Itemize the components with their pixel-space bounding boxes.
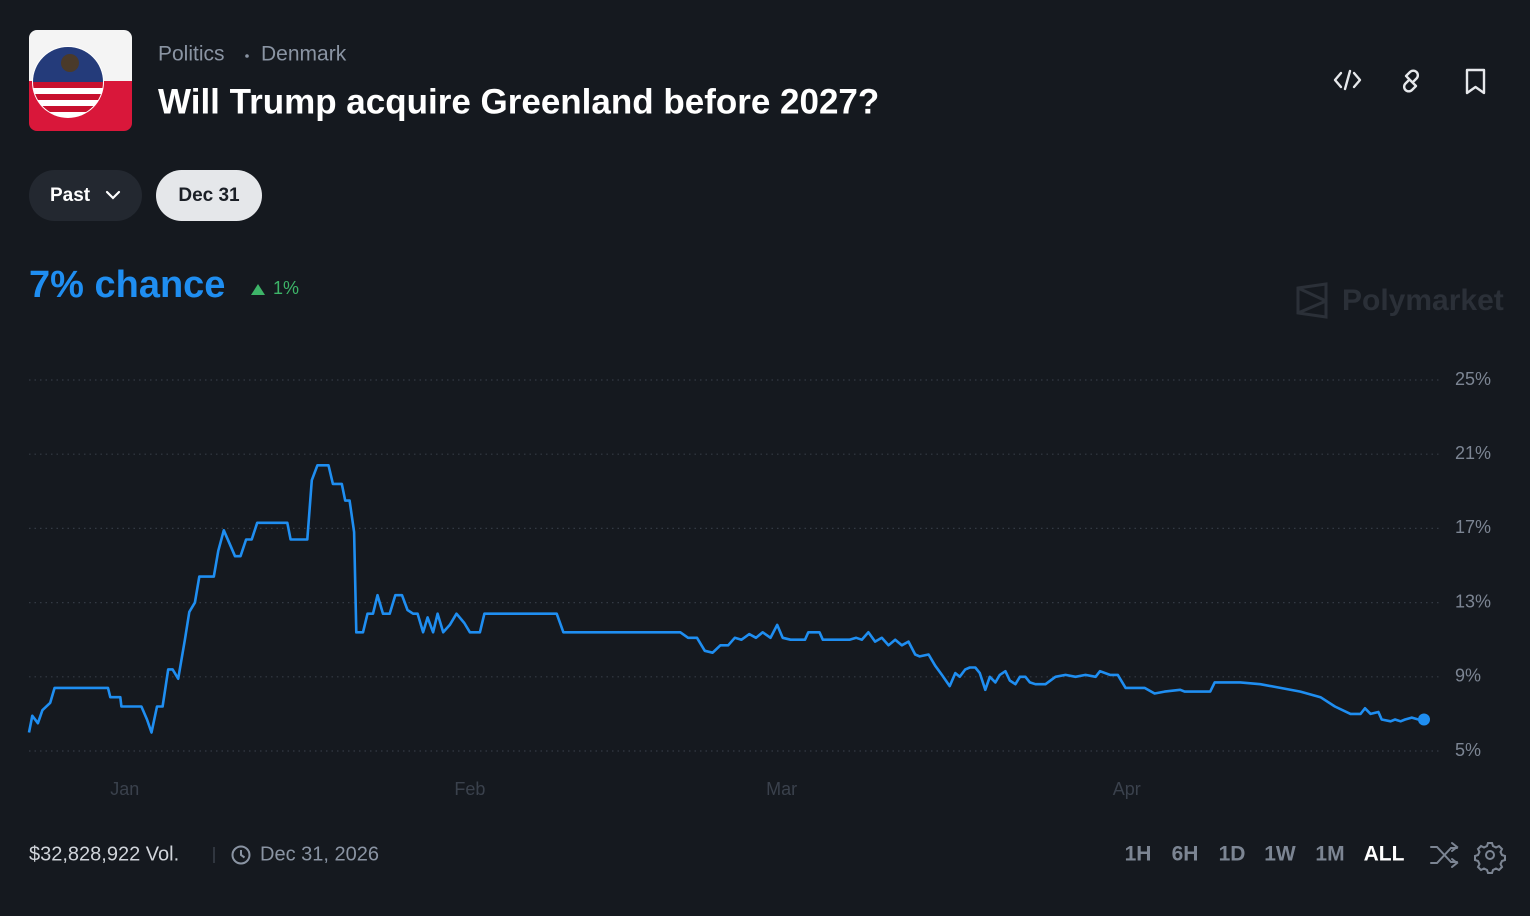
x-tick-label: Apr	[1113, 779, 1141, 799]
chevron-icon	[105, 190, 121, 200]
watermark-logo	[1296, 282, 1328, 319]
date-pill[interactable]	[156, 170, 262, 221]
bookmark-icon[interactable]	[1465, 68, 1486, 95]
chance-label: 7% chance	[29, 264, 225, 306]
y-tick-label: 13%	[1455, 591, 1491, 611]
market-icon	[29, 30, 132, 131]
shuffle-icon[interactable]	[1430, 842, 1459, 868]
breadcrumb-separator	[245, 54, 249, 58]
y-tick-label: 9%	[1455, 666, 1481, 686]
last-point	[1418, 713, 1430, 726]
market-title: Will Trump acquire Greenland before 2027…	[158, 82, 879, 121]
past-label: Past	[50, 185, 91, 206]
breadcrumb-category[interactable]: Politics	[158, 43, 225, 66]
range-button[interactable]: 1M	[1315, 843, 1344, 866]
volume: $32,828,922 Vol.	[29, 843, 179, 865]
range-button[interactable]: 1W	[1264, 843, 1296, 866]
x-tick-label: Mar	[766, 779, 797, 799]
range-selector: 1H 6H 1D 1W 1M ALL	[1125, 843, 1405, 866]
settings-icon[interactable]	[1474, 842, 1506, 874]
y-tick-label: 21%	[1455, 443, 1491, 463]
date-pill-label: Dec 31	[178, 185, 240, 206]
embed-icon[interactable]	[1333, 69, 1362, 91]
range-button[interactable]: ALL	[1364, 843, 1405, 866]
price-line	[27, 464, 1424, 734]
y-tick-label: 5%	[1455, 740, 1481, 760]
breadcrumb-category[interactable]: Denmark	[261, 43, 347, 66]
y-tick-label: 17%	[1455, 517, 1491, 537]
end-date: Dec 31, 2026	[260, 843, 379, 865]
watermark: Polymarket	[1342, 284, 1504, 317]
range-button[interactable]: 1H	[1125, 843, 1152, 866]
change-arrow	[251, 284, 265, 295]
y-tick-label: 25%	[1455, 369, 1491, 389]
x-tick-label: Jan	[110, 779, 139, 799]
x-tick-label: Feb	[454, 779, 485, 799]
clock-icon	[231, 845, 251, 865]
link-icon[interactable]	[1402, 69, 1420, 93]
range-button[interactable]: 6H	[1172, 843, 1199, 866]
change-label: 1%	[273, 278, 299, 298]
range-button[interactable]: 1D	[1219, 843, 1246, 866]
past-dropdown[interactable]	[29, 170, 142, 221]
chart: 5% 9% 13% 17% 21% 25% Jan Feb Mar Apr	[27, 369, 1491, 799]
